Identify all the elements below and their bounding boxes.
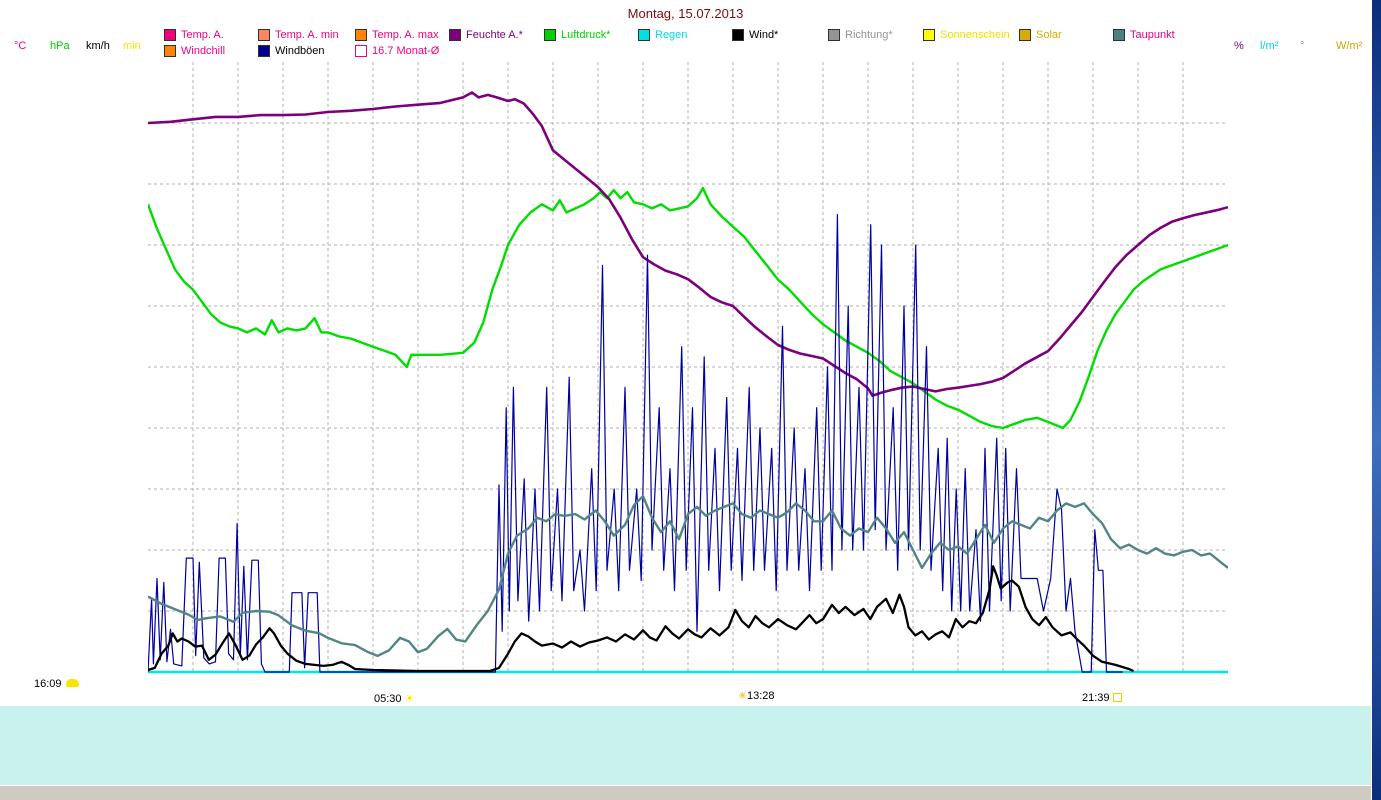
- sun-peak-annotation: ☀13:28: [738, 690, 775, 702]
- legend-item-feuchte-a-: Feuchte A.*: [449, 29, 523, 41]
- legend-item-wind-: Wind*: [732, 29, 778, 41]
- legend-item-16-7-monat-: 16.7 Monat-Ø: [355, 45, 439, 57]
- sunrise-annotation: 05:30 ☀: [374, 692, 414, 705]
- legend-swatch-icon: [449, 29, 461, 41]
- legend-label: 16.7 Monat-Ø: [372, 45, 440, 57]
- legend-item-richtung-: Richtung*: [828, 29, 893, 41]
- sensor-summary-table: [0, 706, 1371, 785]
- page-title: Montag, 15.07.2013: [627, 6, 744, 21]
- window-background-strip: [1372, 0, 1381, 800]
- pressure-axis-unit: hPa: [50, 40, 70, 52]
- legend-swatch-icon: [258, 29, 270, 41]
- legend-label: Temp. A. min: [275, 29, 339, 41]
- legend-swatch-icon: [638, 29, 650, 41]
- direction-axis-unit: °: [1300, 40, 1305, 52]
- wind-axis-unit: km/h: [86, 40, 110, 52]
- legend-item-sonnenschein: Sonnenschein: [923, 29, 1010, 41]
- legend-label: Taupunkt: [1130, 29, 1175, 41]
- status-bar: [0, 786, 1371, 800]
- sunset-time: 21:39: [1082, 692, 1110, 704]
- legend-item-luftdruck-: Luftdruck*: [544, 29, 611, 41]
- sunshine-axis-unit: min: [123, 40, 141, 52]
- legend-label: Temp. A. max: [372, 29, 439, 41]
- sunset-icon: [1112, 693, 1122, 702]
- legend-swatch-icon: [544, 29, 556, 41]
- legend-item-temp-a-: Temp. A.: [164, 29, 224, 41]
- series-wind: [148, 565, 1134, 673]
- solar-axis-unit: W/m²: [1336, 40, 1363, 52]
- legend-label: Windchill: [181, 45, 226, 57]
- temperature-axis-unit: °C: [14, 40, 27, 52]
- legend-swatch-icon: [1113, 29, 1125, 41]
- series-windb-en: [148, 213, 1123, 673]
- moonrise-time: 16:09: [34, 678, 62, 690]
- legend-swatch-icon: [355, 29, 367, 41]
- moonrise-icon: [65, 679, 79, 687]
- legend-swatch-icon: [355, 45, 367, 57]
- legend-item-windchill: Windchill: [164, 45, 225, 57]
- legend-swatch-icon: [164, 29, 176, 41]
- humidity-axis-unit: %: [1234, 40, 1244, 52]
- sun-peak-time: 13:28: [746, 690, 775, 702]
- legend-item-temp-a-max: Temp. A. max: [355, 29, 439, 41]
- legend-swatch-icon: [1019, 29, 1031, 41]
- legend-item-temp-a-min: Temp. A. min: [258, 29, 339, 41]
- legend-label: Richtung*: [845, 29, 893, 41]
- legend-label: Solar: [1036, 29, 1062, 41]
- legend-swatch-icon: [923, 29, 935, 41]
- legend-label: Feuchte A.*: [466, 29, 523, 41]
- sunrise-sun-icon: ☀: [404, 693, 415, 705]
- legend-label: Luftdruck*: [561, 29, 611, 41]
- sunset-annotation: 21:39: [1082, 692, 1122, 704]
- legend-item-windb-en: Windböen: [258, 45, 325, 57]
- legend-swatch-icon: [732, 29, 744, 41]
- legend-label: Regen: [655, 29, 688, 41]
- series-luftdruck: [148, 186, 1228, 430]
- series-feuchte-a-: [148, 91, 1228, 398]
- rain-axis-unit: l/m²: [1260, 40, 1279, 52]
- legend-item-taupunkt: Taupunkt: [1113, 29, 1175, 41]
- legend-label: Windböen: [275, 45, 325, 57]
- legend-item-regen: Regen: [638, 29, 687, 41]
- legend-label: Temp. A.: [181, 29, 224, 41]
- moonrise-annotation: 16:09: [34, 678, 79, 690]
- series-taupunkt: [148, 495, 1228, 658]
- legend-label: Sonnenschein: [940, 29, 1010, 41]
- sun-peak-icon: ☀: [738, 691, 747, 702]
- legend-swatch-icon: [258, 45, 270, 57]
- legend-swatch-icon: [164, 45, 176, 57]
- legend-swatch-icon: [828, 29, 840, 41]
- legend-label: Wind*: [749, 29, 779, 41]
- sunrise-time: 05:30: [374, 693, 402, 705]
- legend-item-solar: Solar: [1019, 29, 1062, 41]
